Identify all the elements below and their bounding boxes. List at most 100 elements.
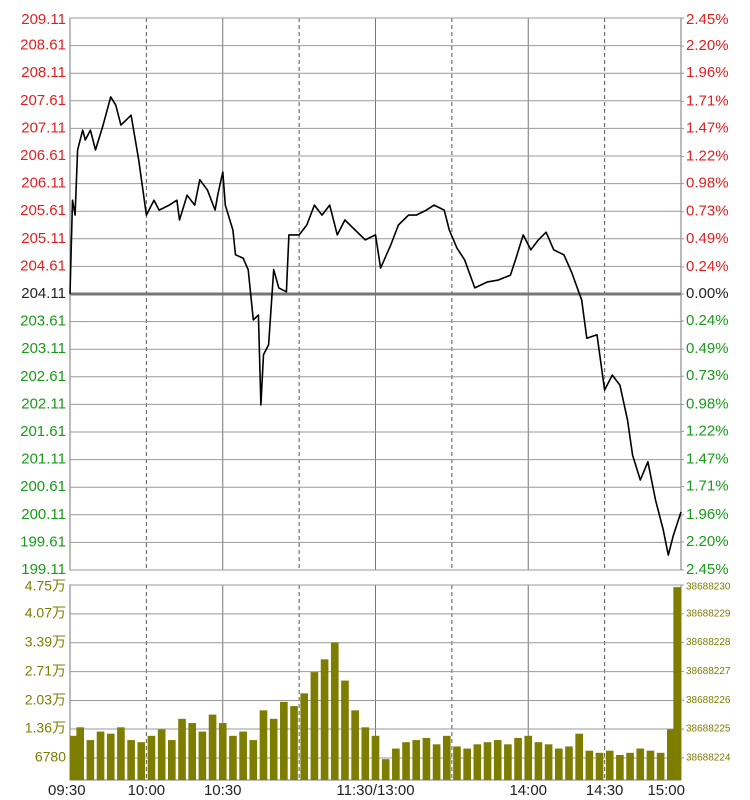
volume-bar xyxy=(188,723,197,780)
volume-bar xyxy=(269,718,278,780)
volume-bar xyxy=(117,727,125,780)
x-tick-label: 14:00 xyxy=(509,782,547,799)
y2-tick-label: 1.96% xyxy=(686,506,729,523)
volume-bar xyxy=(381,759,390,780)
volume-bar xyxy=(351,710,359,780)
volume-bar xyxy=(544,744,553,780)
volume-bar xyxy=(259,710,268,780)
volume-bar xyxy=(300,693,309,780)
y2-tick-label: 0.49% xyxy=(686,340,729,357)
y2-tick-label: 1.47% xyxy=(686,451,729,468)
y2-tick-label: 0.98% xyxy=(686,175,729,192)
y-tick-label: 204.61 xyxy=(20,257,66,274)
volume-bar xyxy=(453,746,461,780)
y-tick-label: 3.39万 xyxy=(25,633,66,649)
volume-bar xyxy=(371,735,380,780)
price-line xyxy=(69,96,682,556)
volume-bar xyxy=(239,731,247,780)
volume-bar xyxy=(483,742,492,780)
volume-bar xyxy=(463,748,471,780)
volume-bar xyxy=(616,754,624,780)
y-tick-label: 201.61 xyxy=(20,423,66,440)
volume-bar xyxy=(524,735,533,780)
y-tick-label: 2.03万 xyxy=(25,691,66,707)
y2-tick-label: 1.71% xyxy=(686,92,729,109)
volume-bar xyxy=(504,744,512,780)
volume-bar xyxy=(565,746,573,780)
y2-tick-label: 0.24% xyxy=(686,312,729,329)
y-tick-label: 206.61 xyxy=(20,147,66,164)
volume-bar xyxy=(320,659,329,780)
y-tick-label: 203.61 xyxy=(20,313,66,330)
volume-bar xyxy=(432,744,441,780)
y2-tick-label: 1.47% xyxy=(686,119,729,136)
volume-bar xyxy=(673,587,681,780)
y2-tick-label: 2.20% xyxy=(686,37,729,54)
volume-bar xyxy=(70,735,78,780)
volume-bar xyxy=(168,740,176,780)
volume-bar xyxy=(666,729,675,780)
volume-bar xyxy=(646,750,655,780)
y-tick-label: 204.11 xyxy=(21,285,66,302)
x-tick-label: 10:30 xyxy=(204,782,242,799)
y-tick-label: 208.11 xyxy=(21,64,66,81)
volume-bar xyxy=(157,729,166,780)
volume-bar xyxy=(330,642,339,780)
y2-tick-label: 38688226 xyxy=(686,695,731,706)
volume-bar xyxy=(178,718,186,780)
volume-bar xyxy=(76,727,85,780)
y2-tick-label: 38688224 xyxy=(686,752,731,763)
y2-tick-label: 38688225 xyxy=(686,724,731,735)
volume-bar xyxy=(595,752,604,780)
y2-tick-label: 0.00% xyxy=(686,285,729,302)
y2-tick-label: 38688228 xyxy=(686,637,731,648)
volume-bar xyxy=(554,748,563,780)
y-tick-label: 1.36万 xyxy=(25,720,66,736)
volume-bar xyxy=(127,740,135,780)
volume-bar xyxy=(442,735,451,780)
volume-bar xyxy=(96,731,105,780)
y2-tick-label: 1.71% xyxy=(686,478,729,495)
x-tick-label: 09:30 xyxy=(48,782,86,799)
y-tick-label: 209.11 xyxy=(21,11,66,28)
volume-bar xyxy=(229,735,237,780)
y-tick-label: 202.61 xyxy=(20,368,66,385)
y-tick-label: 199.11 xyxy=(21,561,66,578)
y2-tick-label: 1.22% xyxy=(686,148,729,165)
volume-bar xyxy=(106,733,115,780)
y2-tick-label: 0.24% xyxy=(686,258,729,275)
y-tick-label: 202.11 xyxy=(21,395,66,412)
x-tick-label: 11:30/13:00 xyxy=(336,782,414,799)
volume-bar xyxy=(392,748,400,780)
volume-bar xyxy=(412,740,421,780)
volume-bar xyxy=(626,752,634,780)
y-tick-label: 203.11 xyxy=(21,340,66,357)
volume-bar xyxy=(249,740,258,780)
volume-bar xyxy=(218,723,227,780)
volume-bar xyxy=(402,742,410,780)
y2-tick-label: 2.45% xyxy=(686,561,729,578)
volume-bar xyxy=(493,740,502,780)
y-tick-label: 205.11 xyxy=(21,230,66,247)
y-tick-label: 207.61 xyxy=(20,92,66,109)
volume-bar xyxy=(280,701,288,780)
volume-bar xyxy=(86,740,95,780)
y2-tick-label: 2.20% xyxy=(686,533,729,550)
volume-bar xyxy=(656,752,665,780)
y2-tick-label: 0.73% xyxy=(686,367,729,384)
volume-bar xyxy=(575,733,583,780)
y-tick-label: 200.11 xyxy=(21,506,66,523)
volume-bar xyxy=(605,750,614,780)
volume-bar xyxy=(361,727,370,780)
y2-tick-label: 1.96% xyxy=(686,64,729,81)
volume-bar xyxy=(137,742,146,780)
y2-tick-label: 2.45% xyxy=(686,11,729,28)
volume-bar xyxy=(198,731,207,780)
y-tick-label: 201.11 xyxy=(21,451,66,468)
volume-bar xyxy=(147,735,156,780)
volume-bar xyxy=(473,744,482,780)
volume-bar xyxy=(585,750,594,780)
volume-bar xyxy=(310,672,319,780)
y-tick-label: 6780 xyxy=(35,749,66,765)
